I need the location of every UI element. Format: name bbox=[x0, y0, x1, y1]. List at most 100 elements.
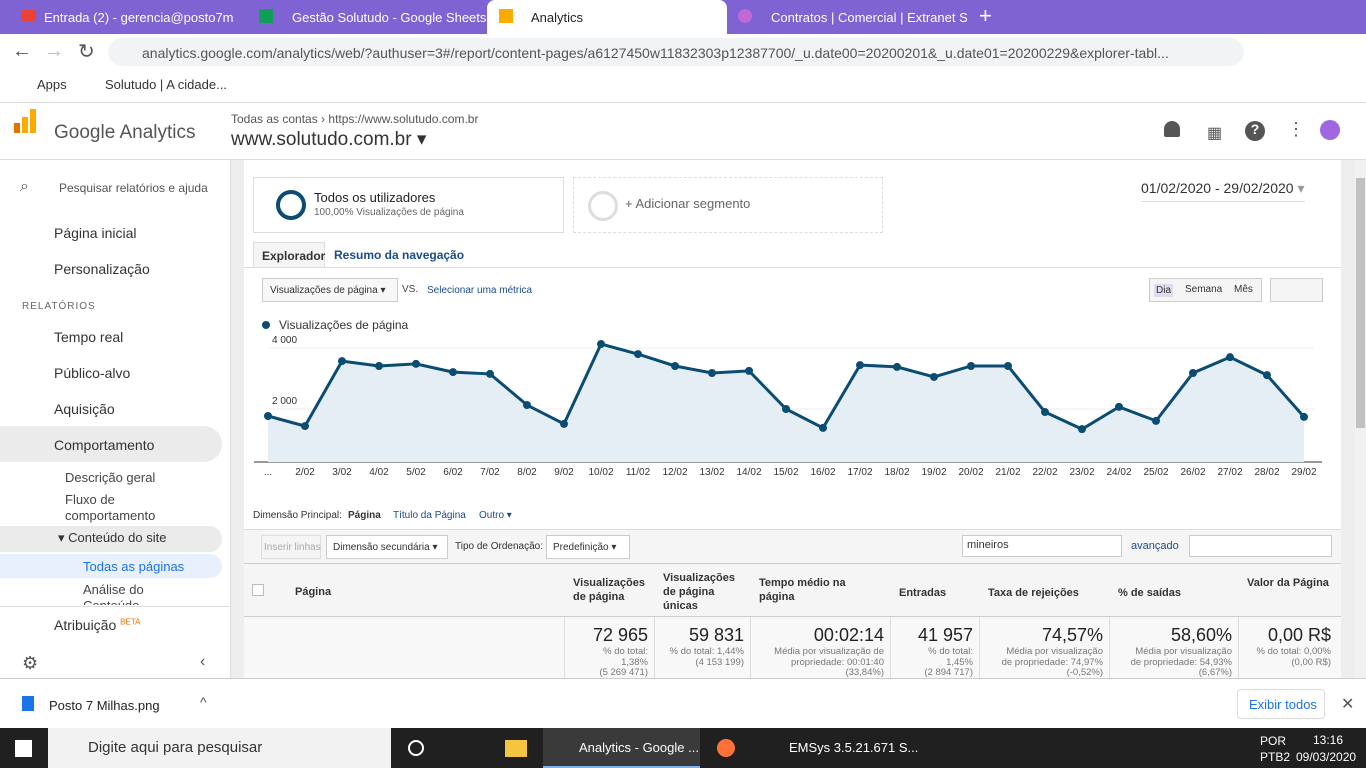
date-range[interactable]: 01/02/2020 - 29/02/2020 ▾ bbox=[1141, 180, 1305, 202]
metric-select[interactable]: Visualizações de página ▾ bbox=[262, 278, 398, 302]
dimension-option[interactable]: Página bbox=[348, 510, 381, 521]
column-header[interactable]: Entradas bbox=[899, 587, 947, 599]
point bbox=[708, 369, 716, 378]
insert-rows[interactable]: Inserir linhas bbox=[261, 535, 321, 559]
keyboard-layout[interactable]: PTB2 bbox=[1260, 750, 1291, 764]
show-all-button[interactable]: Exibir todos bbox=[1237, 689, 1325, 719]
column-header[interactable]: Valor da Página bbox=[1247, 577, 1329, 589]
omnibox[interactable] bbox=[108, 38, 1244, 66]
granularity-option[interactable]: Mês bbox=[1234, 284, 1253, 295]
notifications-icon[interactable] bbox=[1164, 121, 1180, 137]
task-view[interactable] bbox=[408, 740, 424, 756]
column-header[interactable]: Taxa de rejeições bbox=[988, 587, 1079, 599]
total-value: 58,60% bbox=[1170, 625, 1232, 645]
tab[interactable]: Resumo da navegação bbox=[334, 248, 465, 262]
tab[interactable]: Gestão Solutudo - Google Sheets bbox=[248, 0, 488, 34]
reload-button[interactable]: ↻ bbox=[78, 41, 95, 63]
nav-item[interactable]: Página inicial bbox=[54, 225, 137, 241]
y-tick-label: 2 000 bbox=[272, 396, 297, 407]
column-header[interactable]: Tempo médio na página bbox=[759, 577, 846, 603]
scroll-thumb[interactable] bbox=[1356, 178, 1365, 428]
nav-item[interactable]: Atribuição BETA bbox=[54, 617, 140, 633]
breadcrumb[interactable]: Todas as contas › https://www.solutudo.c… bbox=[231, 112, 479, 126]
nav-item[interactable]: Comportamento bbox=[54, 437, 155, 453]
nav-sub-item[interactable]: ▾ Conteúdo do site bbox=[58, 530, 167, 545]
select-metric[interactable]: Selecionar uma métrica bbox=[427, 285, 533, 296]
nav-item[interactable]: Tempo real bbox=[54, 329, 124, 345]
tab[interactable]: Contratos | Comercial | Extranet S bbox=[727, 0, 967, 34]
close-download-bar[interactable]: ✕ bbox=[1341, 696, 1355, 713]
column-divider bbox=[1238, 617, 1239, 678]
clock-time[interactable]: 13:16 bbox=[1312, 733, 1344, 747]
explorer-icon[interactable] bbox=[505, 740, 527, 757]
settings-icon[interactable]: ⚙ bbox=[22, 653, 39, 673]
property-selector[interactable]: www.solutudo.com.br ▾ bbox=[231, 129, 427, 150]
start-button[interactable] bbox=[15, 740, 32, 757]
bookmark[interactable]: Apps bbox=[37, 77, 67, 92]
nav-sub-item[interactable]: Descrição geral bbox=[65, 470, 156, 485]
help-icon[interactable]: ? bbox=[1245, 121, 1265, 141]
point bbox=[1115, 402, 1123, 411]
menu-icon[interactable]: ⋮ bbox=[1287, 119, 1305, 139]
dimension-option[interactable]: Outro ▾ bbox=[479, 510, 512, 521]
nav-sub-item[interactable]: Todas as páginas bbox=[83, 559, 185, 574]
x-tick-label: 16/02 bbox=[810, 467, 835, 478]
column-header[interactable]: % de saídas bbox=[1118, 587, 1181, 599]
granularity-option[interactable]: Dia bbox=[1154, 284, 1174, 297]
add-segment[interactable]: + Adicionar segmento bbox=[573, 177, 883, 233]
segment-card[interactable]: Todos os utilizadores 100,00% Visualizaç… bbox=[253, 177, 564, 233]
x-tick-label: 9/02 bbox=[554, 467, 574, 478]
dimension-option[interactable]: Título da Página bbox=[393, 510, 466, 521]
point bbox=[819, 423, 827, 432]
bookmarks-bar: Apps Solutudo | A cidade... bbox=[0, 70, 1366, 103]
tab-active[interactable]: Explorador bbox=[253, 242, 325, 268]
nav-sub-item[interactable]: Análise do Conteúdo bbox=[83, 582, 144, 605]
view-toggle[interactable] bbox=[1189, 535, 1332, 557]
nav-sub-item[interactable]: Fluxo de comportamento bbox=[65, 492, 156, 523]
collapse-button[interactable]: ‹ bbox=[200, 653, 206, 670]
point bbox=[523, 401, 531, 410]
x-tick-label: 11/02 bbox=[626, 467, 651, 478]
clock-date[interactable]: 09/03/2020 bbox=[1296, 750, 1357, 764]
column-header[interactable]: Visualizações de página bbox=[573, 577, 645, 603]
breadcrumb-item: Todas as contas bbox=[231, 112, 318, 126]
nav-item[interactable]: Personalização bbox=[54, 261, 150, 277]
forward-button[interactable]: → bbox=[44, 40, 64, 62]
table-search[interactable]: mineiros bbox=[962, 535, 1122, 557]
download-menu[interactable]: ^ bbox=[200, 694, 207, 710]
total-sub: Média por visualização bbox=[1135, 646, 1232, 657]
nav-item[interactable]: Aquisição bbox=[54, 401, 115, 417]
language[interactable]: POR bbox=[1260, 734, 1287, 748]
account-avatar[interactable] bbox=[1320, 120, 1340, 140]
bookmark[interactable]: Solutudo | A cidade... bbox=[105, 77, 227, 92]
nav-highlight bbox=[0, 526, 222, 552]
taskbar-app[interactable]: Analytics - Google ... bbox=[543, 728, 700, 768]
taskbar-search[interactable]: Digite aqui para pesquisar bbox=[48, 728, 391, 768]
point bbox=[634, 350, 642, 359]
download-item[interactable]: Posto 7 Milhas.png bbox=[49, 698, 160, 713]
sidebar-search[interactable]: Pesquisar relatórios e ajuda bbox=[59, 181, 208, 195]
total-sub: de propriedade: 74,97% bbox=[1001, 656, 1103, 668]
apps-icon[interactable]: ▦ bbox=[1207, 125, 1223, 142]
nav-selected bbox=[0, 554, 222, 578]
advanced-link[interactable]: avançado bbox=[1131, 540, 1179, 552]
sort-select[interactable]: Predefinição ▾ bbox=[546, 535, 630, 559]
total-sub: Média por visualização bbox=[1006, 646, 1103, 657]
total-sub: (2 894 717) bbox=[924, 667, 973, 678]
firefox-icon[interactable] bbox=[717, 739, 735, 757]
x-tick-label: 13/02 bbox=[699, 467, 724, 478]
tab[interactable]: Entrada (2) - gerencia@posto7m bbox=[0, 0, 240, 34]
tab-active[interactable]: Analytics bbox=[487, 0, 727, 34]
column-header[interactable]: Página bbox=[295, 586, 332, 598]
nav-item[interactable]: Público-alvo bbox=[54, 365, 131, 381]
new-tab[interactable]: + bbox=[979, 3, 992, 28]
checkbox[interactable] bbox=[252, 584, 264, 596]
point bbox=[1263, 371, 1271, 380]
column-header[interactable]: Visualizações de página únicas bbox=[663, 572, 735, 612]
secondary-dimension[interactable]: Dimensão secundária ▾ bbox=[326, 535, 448, 559]
chart-type[interactable] bbox=[1270, 278, 1323, 302]
taskbar-app[interactable]: EMSys 3.5.21.671 S... bbox=[789, 740, 919, 755]
granularity-option[interactable]: Semana bbox=[1185, 284, 1223, 295]
back-button[interactable]: ← bbox=[12, 40, 32, 62]
